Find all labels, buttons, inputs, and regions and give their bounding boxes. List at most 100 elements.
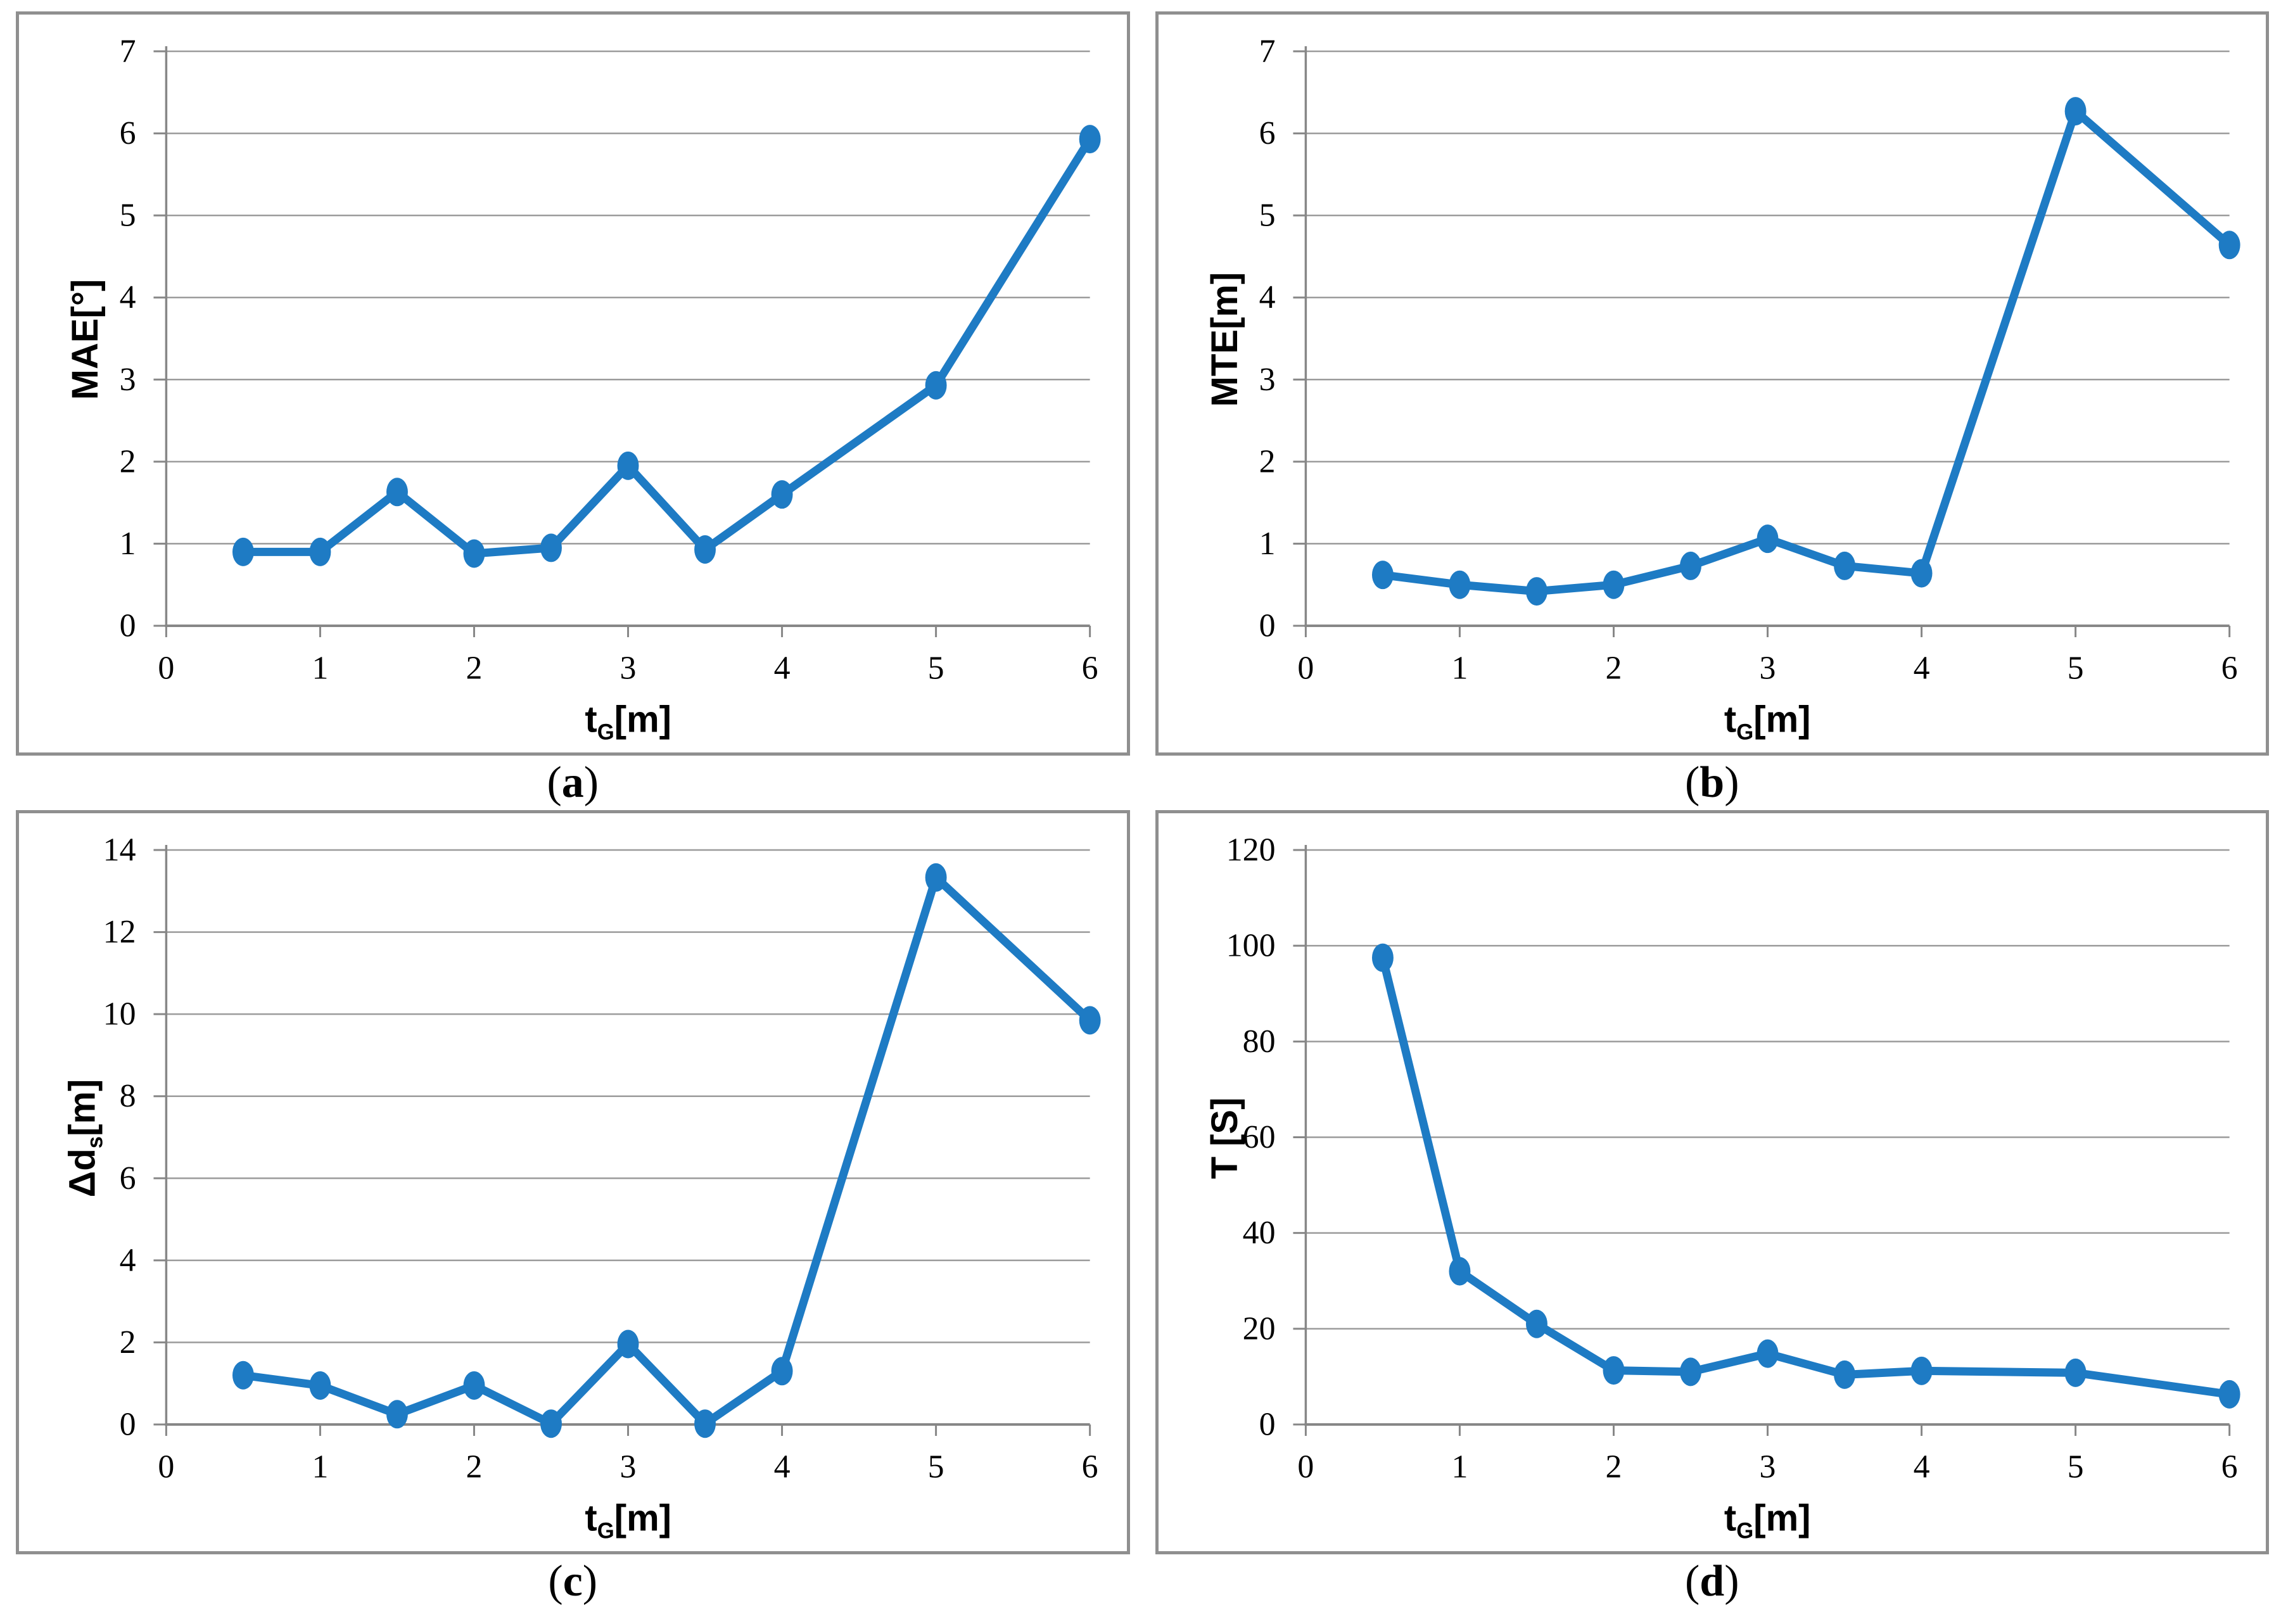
y-axis-ticks <box>1292 50 1306 627</box>
x-tick-label: 5 <box>2067 1449 2083 1485</box>
y-axis-labels: 0 1 2 3 4 5 6 7 <box>120 33 136 644</box>
y-axis-ticks <box>1292 849 1306 1426</box>
chart-d-frame: 0 1 2 3 4 5 6 0 20 40 60 80 100 120 T [S] tG[m] <box>1155 810 2269 1554</box>
y-tick-label: 3 <box>1259 362 1275 398</box>
series-markers <box>1371 943 2240 1409</box>
caption-letter: c <box>562 1557 583 1606</box>
data-point-marker <box>1833 1360 1855 1389</box>
y-tick-label: 12 <box>103 914 136 950</box>
y-tick-label: 120 <box>1226 832 1275 868</box>
y-tick-label: 6 <box>1259 115 1275 151</box>
y-tick-label: 40 <box>1242 1215 1275 1251</box>
y-tick-label: 7 <box>1259 33 1275 69</box>
y-axis-ticks <box>153 849 167 1426</box>
caption-paren-open: ( <box>547 758 562 807</box>
y-axis-labels: 0 2 4 6 8 10 12 14 <box>103 832 136 1442</box>
y-tick-label: 2 <box>120 1324 136 1361</box>
data-point-marker <box>309 1371 331 1400</box>
gridlines <box>166 849 1090 1343</box>
y-axis-labels: 0 20 40 60 80 100 120 <box>1226 832 1275 1442</box>
data-point-marker <box>1603 570 1624 599</box>
x-tick-label: 6 <box>2221 650 2237 686</box>
y-tick-label: 100 <box>1226 928 1275 964</box>
data-point-marker <box>1525 1309 1547 1338</box>
x-tick-label: 0 <box>158 1449 174 1485</box>
panel-block-b: 0 1 2 3 4 5 6 0 1 2 3 4 5 6 7 MTE[m] tG[m] (b) <box>1155 11 2270 810</box>
x-tick-label: 0 <box>158 650 174 686</box>
chart-b-y-axis-title: MTE[m] <box>1204 272 1245 407</box>
axis-title-text: t <box>1724 699 1737 740</box>
axis-title-text: T [S] <box>1204 1097 1245 1179</box>
data-point-marker <box>771 480 793 509</box>
x-tick-label: 3 <box>620 1449 637 1485</box>
data-point-marker <box>2064 97 2087 126</box>
chart-c-caption: (c) <box>16 1554 1130 1609</box>
axis-title-text: [m] <box>614 1497 671 1539</box>
y-tick-label: 2 <box>1259 443 1275 479</box>
y-axis-ticks <box>153 50 167 627</box>
chart-d-caption: (d) <box>1155 1554 2270 1609</box>
data-point-marker <box>1910 1356 1933 1385</box>
data-point-marker <box>694 1409 716 1438</box>
series-markers <box>232 863 1101 1438</box>
y-tick-label: 5 <box>120 198 136 234</box>
axis-title-text: MAE[°] <box>65 279 106 400</box>
chart-a-frame: 0 1 2 3 4 5 6 0 1 2 3 4 5 6 7 MAE[°] tG[m] <box>16 11 1130 756</box>
x-tick-label: 4 <box>774 650 791 686</box>
x-tick-label: 6 <box>1082 650 1098 686</box>
y-tick-label: 4 <box>1259 279 1275 315</box>
data-point-marker <box>694 535 716 564</box>
x-tick-label: 0 <box>1297 650 1314 686</box>
x-tick-label: 4 <box>774 1449 791 1485</box>
series-line <box>239 873 1095 1428</box>
series-line <box>1378 953 2233 1399</box>
chart-b-caption: (b) <box>1155 756 2270 810</box>
series-line <box>1378 107 2233 596</box>
y-tick-label: 4 <box>120 1242 136 1278</box>
axis-title-text: [m] <box>614 699 671 740</box>
caption-paren-open: ( <box>1684 1557 1700 1606</box>
chart-a-svg: 0 1 2 3 4 5 6 0 1 2 3 4 5 6 7 <box>120 33 1101 687</box>
data-point-marker <box>309 537 331 566</box>
y-tick-label: 6 <box>120 1160 136 1196</box>
data-point-marker <box>463 539 485 568</box>
caption-paren-open: ( <box>1684 758 1700 807</box>
y-tick-label: 5 <box>1259 198 1275 234</box>
axis-title-text: [m] <box>1753 699 1811 740</box>
y-tick-label: 60 <box>1242 1119 1275 1155</box>
x-tick-label: 2 <box>1605 1449 1622 1485</box>
data-point-marker <box>1525 577 1547 606</box>
x-tick-label: 5 <box>2067 650 2083 686</box>
data-point-marker <box>1371 943 1394 972</box>
x-axis-ticks: 0 1 2 3 4 5 6 <box>1297 1424 2237 1485</box>
data-point-marker <box>1679 1357 1701 1386</box>
axis-title-subscript: G <box>597 720 614 745</box>
data-point-marker <box>925 371 947 400</box>
data-point-marker <box>1448 570 1470 599</box>
y-tick-label: 20 <box>1242 1310 1275 1347</box>
x-tick-label: 4 <box>1913 1449 1929 1485</box>
y-tick-label: 2 <box>120 443 136 479</box>
data-point-marker <box>1448 1257 1470 1286</box>
data-point-marker <box>617 451 639 480</box>
x-tick-label: 2 <box>466 650 483 686</box>
y-tick-label: 80 <box>1242 1024 1275 1060</box>
axis-title-text: t <box>1724 1497 1737 1539</box>
series-markers <box>232 125 1101 568</box>
axis-title-text: [m] <box>61 1079 103 1136</box>
y-tick-label: 1 <box>120 526 136 562</box>
chart-b-x-axis-title: tG[m] <box>1724 699 1811 745</box>
axis-title-subscript: G <box>1736 720 1754 745</box>
axis-title-subscript: s <box>82 1136 108 1148</box>
data-point-marker <box>540 1409 562 1438</box>
gridlines <box>1305 849 2230 1330</box>
data-point-marker <box>1757 1339 1778 1368</box>
caption-paren-close: ) <box>1724 1557 1739 1606</box>
y-tick-label: 0 <box>1259 1406 1275 1442</box>
axis-title-subscript: G <box>597 1519 614 1544</box>
data-point-marker <box>1079 1006 1101 1035</box>
data-point-marker <box>1371 561 1394 590</box>
caption-letter: b <box>1700 758 1725 807</box>
